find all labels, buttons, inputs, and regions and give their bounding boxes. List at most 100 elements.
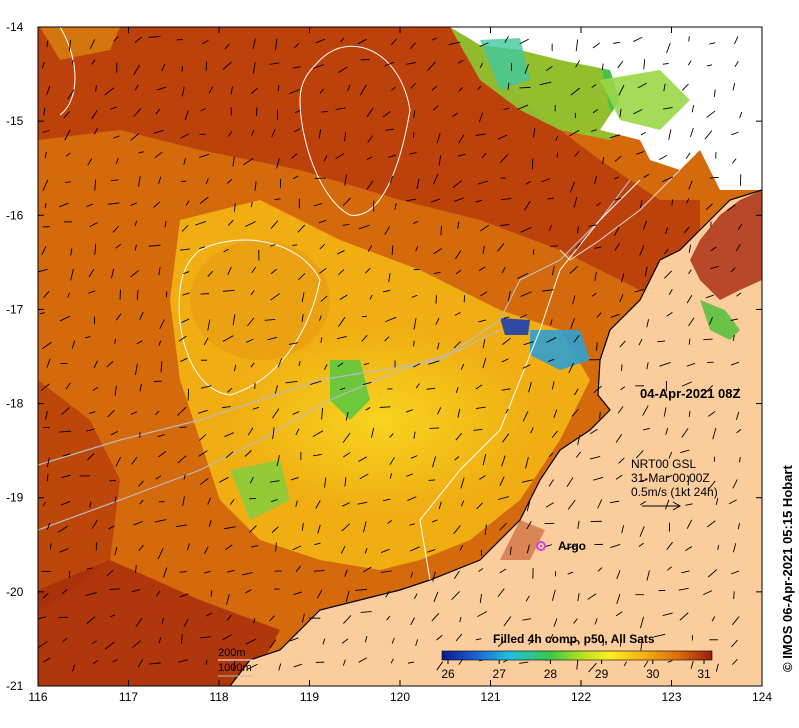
current-vector	[187, 388, 190, 401]
current-vector	[525, 456, 529, 469]
current-vector	[199, 196, 209, 204]
current-vector	[406, 409, 413, 413]
current-vector	[246, 338, 254, 343]
current-vector	[575, 39, 579, 52]
current-vector	[707, 569, 718, 578]
current-vector	[340, 37, 345, 43]
credit-label: © IMOS 06-Apr-2021 05:15 Hobart	[780, 465, 795, 672]
current-vector	[134, 220, 138, 227]
current-vector	[614, 155, 622, 162]
current-vector	[643, 427, 650, 431]
current-vector	[149, 662, 161, 665]
current-vector	[433, 248, 442, 255]
current-vector	[95, 85, 97, 92]
current-vector	[294, 42, 300, 49]
current-vector	[592, 42, 600, 49]
current-vector	[226, 594, 230, 605]
current-vector	[737, 223, 743, 230]
current-vector	[104, 87, 115, 96]
current-vector	[86, 567, 93, 570]
current-vector	[339, 294, 348, 300]
current-vector	[158, 267, 161, 276]
current-vector	[244, 450, 252, 457]
current-vector	[312, 430, 324, 438]
current-vector	[155, 590, 161, 597]
current-vector	[592, 476, 604, 481]
current-vector	[497, 496, 510, 501]
current-vector	[224, 43, 230, 50]
current-vector	[688, 244, 692, 253]
current-vector	[575, 60, 581, 68]
current-vector	[176, 524, 188, 527]
current-vector	[365, 267, 371, 274]
current-vector	[277, 357, 283, 368]
current-vector	[114, 338, 117, 344]
current-vector	[646, 570, 650, 581]
current-vector	[499, 568, 507, 574]
current-vector	[70, 248, 73, 256]
current-vector	[706, 64, 713, 67]
current-vector	[587, 593, 597, 600]
current-vector	[181, 65, 184, 72]
current-vector	[432, 105, 439, 111]
colorbar-tick-label: 29	[595, 667, 609, 681]
current-vector	[71, 59, 74, 66]
lat-tick-label: -16	[6, 208, 24, 222]
hot-sst-band-west	[38, 380, 120, 610]
current-vector	[680, 449, 690, 454]
current-vector	[688, 269, 692, 275]
current-vector	[221, 406, 231, 409]
current-vector	[688, 180, 693, 190]
current-vector	[248, 525, 257, 533]
current-vector	[458, 134, 465, 144]
current-vector	[181, 86, 185, 97]
current-vector	[621, 273, 625, 283]
current-vector	[158, 451, 167, 458]
current-vector	[46, 522, 51, 530]
current-vector	[416, 178, 420, 189]
current-vector	[609, 134, 621, 139]
current-vector	[567, 639, 579, 644]
current-vector	[301, 314, 304, 322]
current-vector	[43, 290, 50, 299]
current-vector	[183, 474, 186, 480]
current-vector	[599, 411, 601, 419]
current-vector	[185, 200, 190, 206]
current-vector	[138, 480, 144, 487]
colorbar-tick-label: 26	[441, 667, 455, 681]
current-vector	[115, 243, 122, 249]
current-vector	[130, 269, 140, 278]
current-vector	[551, 430, 558, 438]
current-vector	[614, 243, 620, 251]
current-vector	[227, 266, 232, 276]
current-vector	[503, 316, 510, 319]
current-vector	[639, 199, 643, 209]
current-vector	[292, 411, 300, 415]
lat-tick-label: -21	[6, 679, 24, 693]
current-vector	[551, 589, 556, 601]
current-vector	[275, 542, 277, 552]
current-vector	[366, 108, 374, 118]
current-vector	[522, 364, 531, 369]
current-vector	[710, 265, 720, 270]
current-vector	[731, 570, 740, 575]
current-vector	[482, 245, 485, 254]
current-vector	[577, 593, 580, 602]
lat-tick-label: -14	[6, 20, 24, 34]
current-vector	[734, 36, 739, 45]
current-vector	[591, 292, 597, 297]
lat-tick-label: -19	[6, 491, 24, 505]
current-vector	[567, 499, 576, 510]
current-vector	[250, 290, 255, 296]
current-vector	[619, 639, 622, 647]
current-vector	[501, 266, 506, 274]
current-vector	[42, 657, 51, 663]
current-vector	[86, 616, 96, 624]
current-vector	[347, 84, 351, 92]
current-vector	[163, 567, 168, 578]
current-vector	[380, 548, 390, 553]
current-vector	[500, 198, 512, 200]
current-vector	[110, 106, 117, 110]
current-vector	[252, 406, 260, 410]
